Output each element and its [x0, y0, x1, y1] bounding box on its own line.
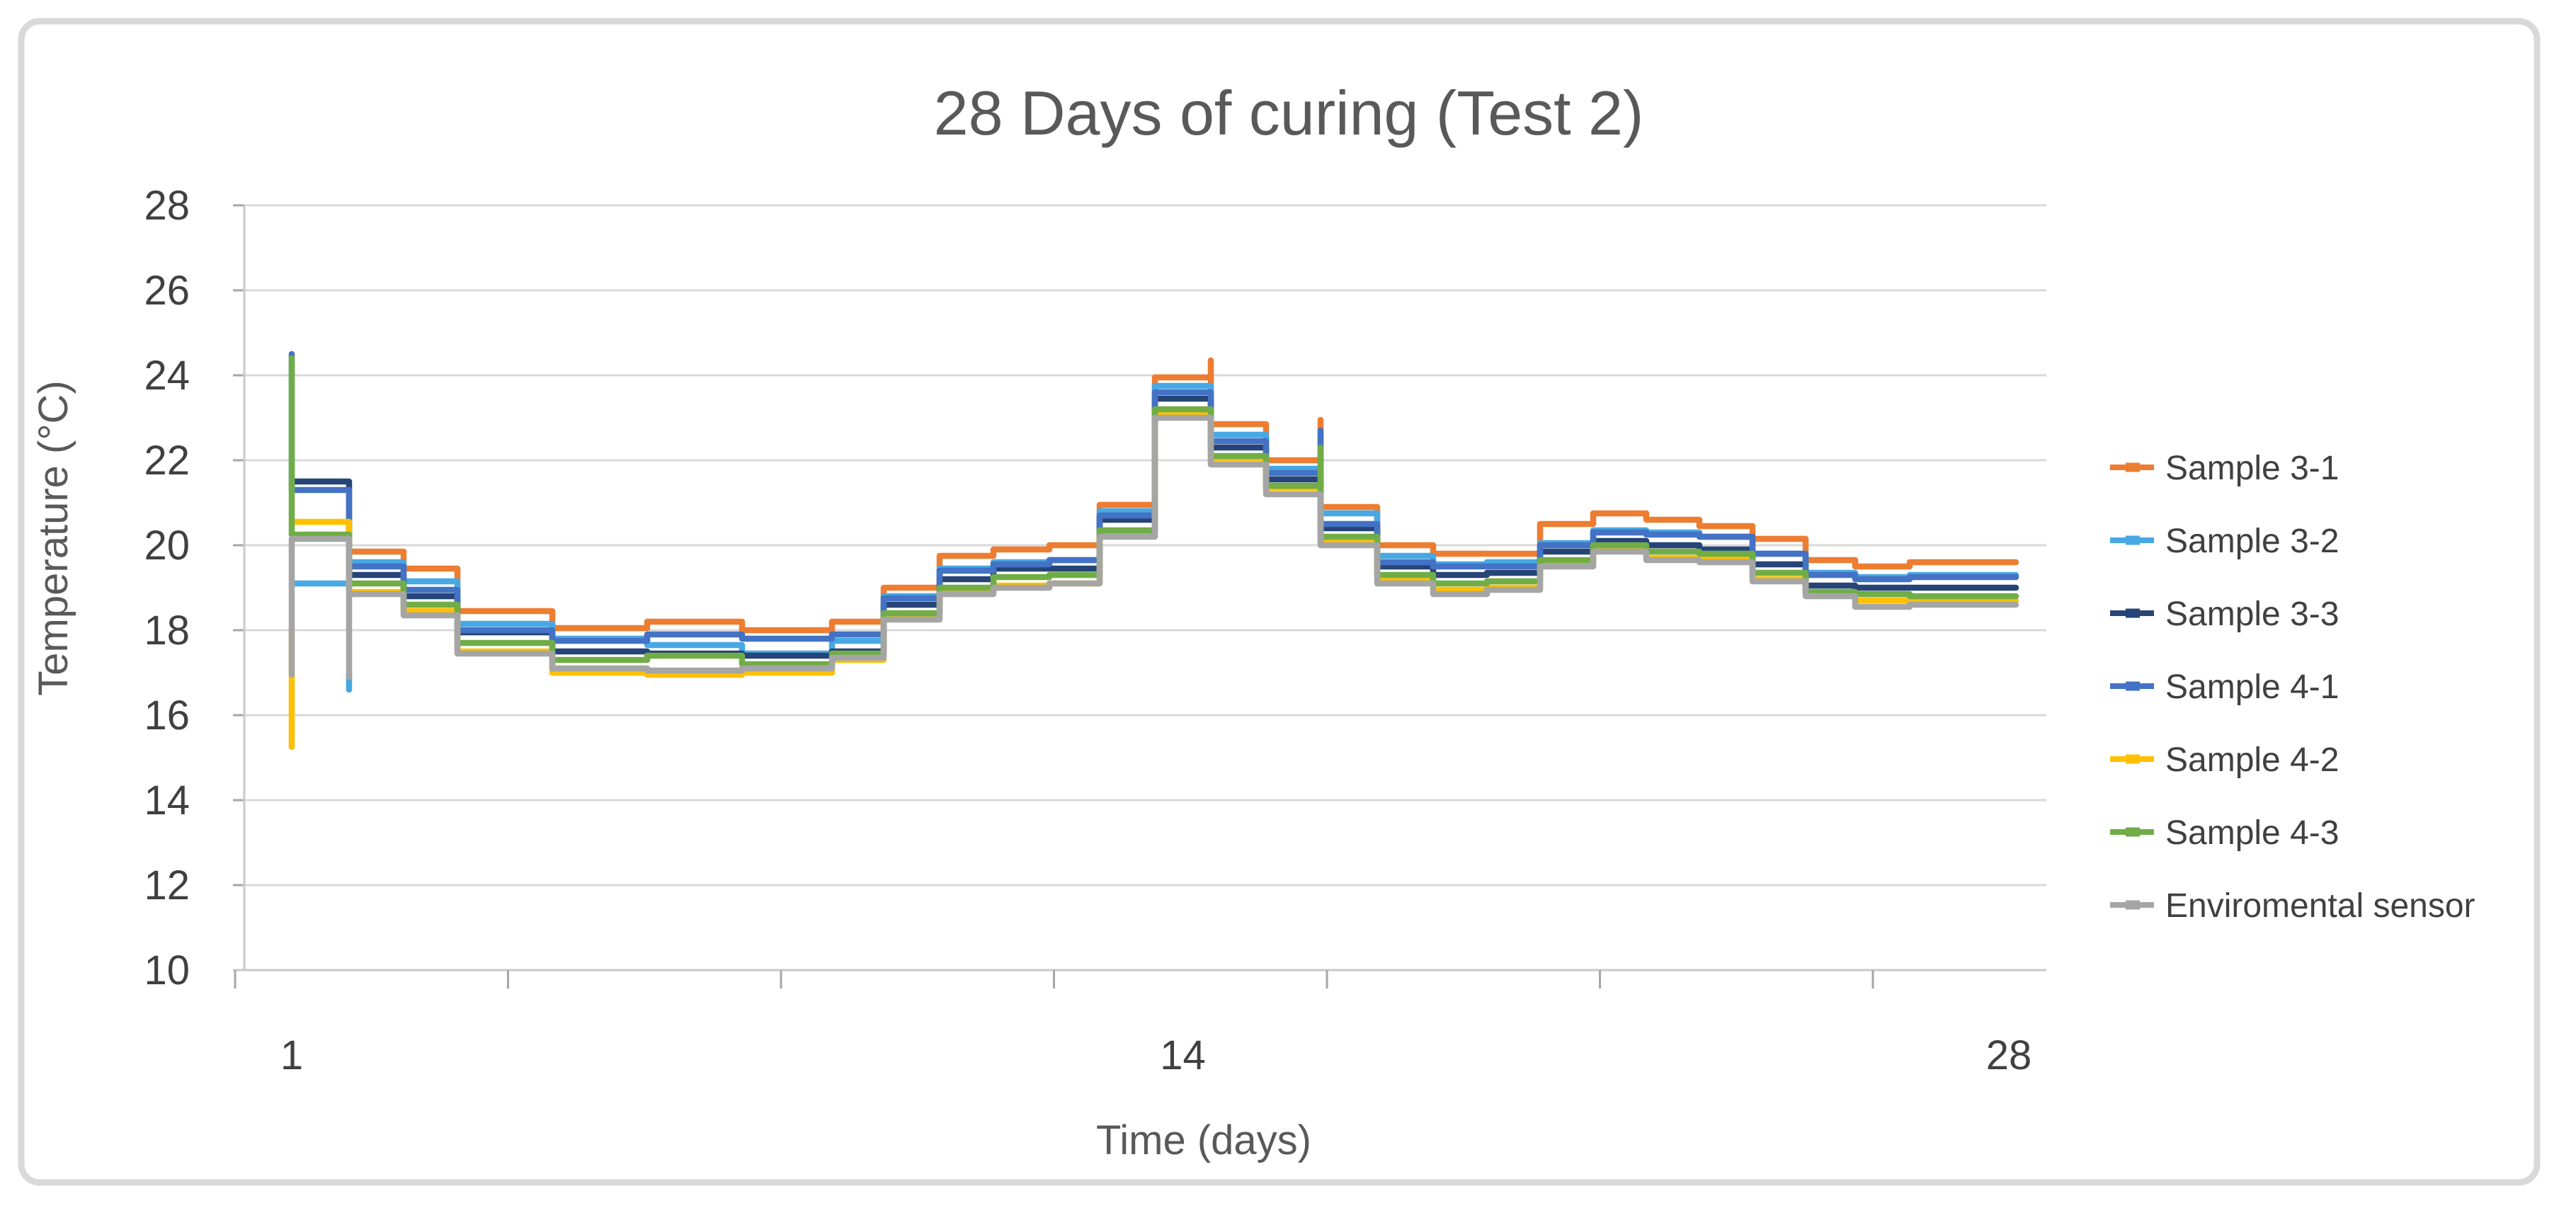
legend-item-sample-4-2: Sample 4-2	[2110, 741, 2339, 779]
y-tick-label: 10	[144, 947, 190, 993]
x-tick-label: 14	[1160, 1032, 1206, 1078]
legend-item-sample-3-1: Sample 3-1	[2110, 450, 2339, 487]
y-tick-label: 14	[144, 777, 190, 824]
y-tick-label: 22	[144, 438, 190, 484]
y-axis-tick-labels: 28 26 24 22 20 18 16 14 12 10	[144, 183, 190, 993]
series-path-sample-4-1	[288, 389, 2019, 644]
legend-item-sample-4-3: Sample 4-3	[2110, 814, 2339, 852]
y-axis-title: Temperature (°C)	[30, 380, 76, 695]
y-tick-label: 20	[144, 523, 190, 569]
legend-item-enviromental-sensor: Enviromental sensor	[2110, 887, 2475, 925]
x-axis-title: Time (days)	[1096, 1117, 1311, 1163]
legend-item-sample-3-3: Sample 3-3	[2110, 596, 2339, 633]
legend-label: Sample 4-1	[2165, 668, 2339, 706]
gridlines	[233, 204, 2046, 971]
series-lines	[288, 351, 2019, 751]
legend-label: Enviromental sensor	[2165, 887, 2475, 925]
legend-item-sample-4-1: Sample 4-1	[2110, 668, 2339, 706]
y-tick-label: 28	[144, 183, 190, 229]
series-path-enviromental-sensor	[288, 414, 2019, 674]
legend: Sample 3-1 Sample 3-2 Sample 3-3 Sample 4-1…	[2110, 450, 2475, 925]
legend-label: Sample 4-3	[2165, 814, 2339, 852]
y-tick-label: 16	[144, 693, 190, 739]
x-tick-label: 28	[1986, 1032, 2032, 1078]
series-line-enviromental-sensor	[288, 414, 2019, 680]
axes	[233, 205, 2046, 988]
legend-label: Sample 4-2	[2165, 741, 2339, 779]
x-tick-label: 1	[280, 1032, 303, 1078]
y-tick-label: 12	[144, 862, 190, 908]
legend-label: Sample 3-2	[2165, 523, 2339, 560]
legend-label: Sample 3-1	[2165, 450, 2339, 487]
y-tick-label: 24	[144, 353, 190, 399]
y-tick-label: 18	[144, 608, 190, 654]
legend-item-sample-3-2: Sample 3-2	[2110, 523, 2339, 560]
y-tick-label: 26	[144, 268, 190, 314]
chart-title: 28 Days of curing (Test 2)	[934, 78, 1644, 148]
legend-label: Sample 3-3	[2165, 596, 2339, 633]
x-axis-tick-labels: 1 14 28	[280, 1032, 2031, 1078]
chart-border	[18, 18, 2541, 1186]
